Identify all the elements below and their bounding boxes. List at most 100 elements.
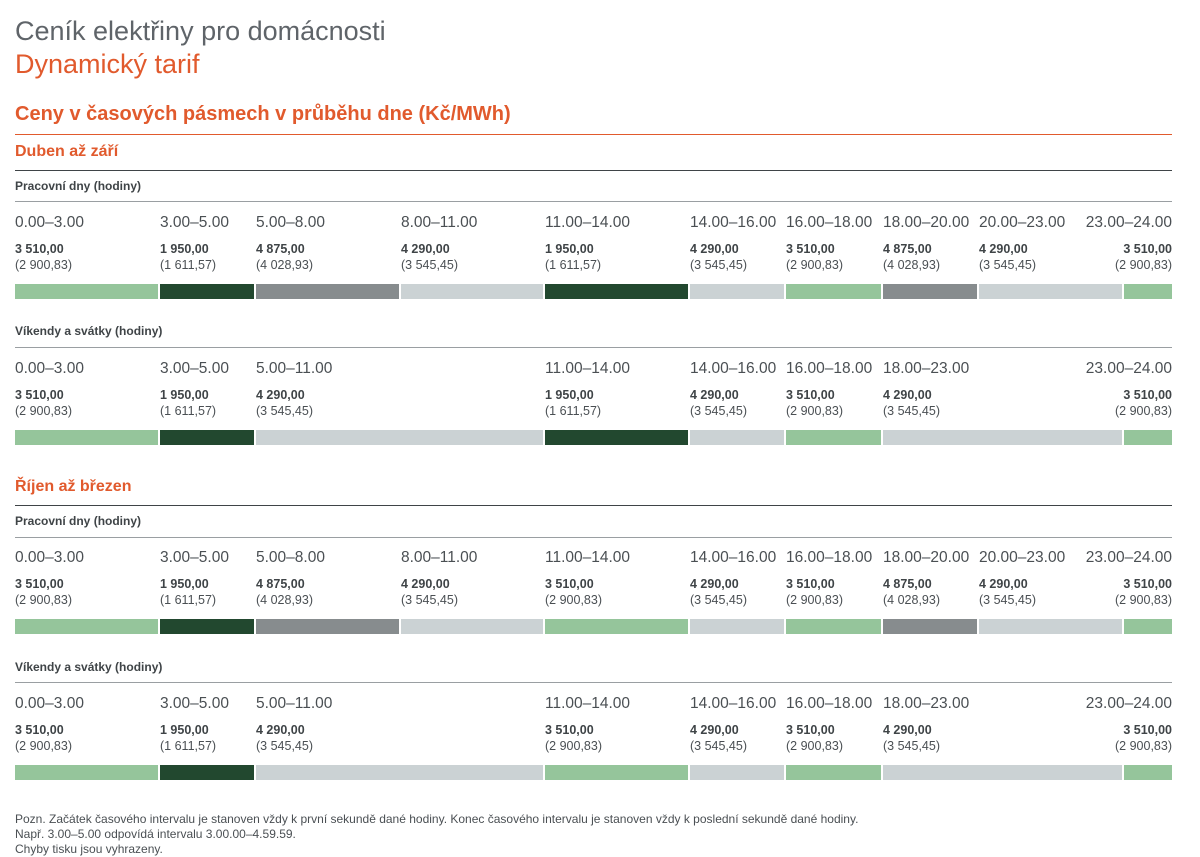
time-band-bar: [690, 619, 784, 634]
time-band-price-secondary: (3 545,45): [690, 739, 747, 753]
time-band-price-secondary: (3 545,45): [401, 593, 458, 607]
time-band: 8.00–11.00 4 290,00 (3 545,45): [401, 549, 545, 639]
daytype-label-winter-weekends: Víkendy a svátky (hodiny): [15, 660, 163, 674]
time-band-price: 4 875,00: [883, 242, 932, 256]
footnote: Pozn. Začátek časového intervalu je stan…: [15, 812, 858, 857]
time-band: 18.00–23.00 4 290,00 (3 545,45): [883, 695, 1124, 785]
time-band-bar: [401, 284, 543, 299]
time-band-price-secondary: (2 900,83): [786, 404, 843, 418]
price-bands-summer-workdays: 0.00–3.00 3 510,00 (2 900,83) 3.00–5.00 1 95…: [15, 214, 1172, 304]
time-band: 11.00–14.00 3 510,00 (2 900,83): [545, 695, 690, 785]
time-band-price-secondary: (2 900,83): [1115, 258, 1172, 272]
time-band-price: 1 950,00: [160, 577, 209, 591]
time-band-bar: [256, 619, 399, 634]
time-band-price-secondary: (3 545,45): [690, 258, 747, 272]
time-band-price-secondary: (2 900,83): [545, 593, 602, 607]
time-band-price: 1 950,00: [545, 388, 594, 402]
time-band: 3.00–5.00 1 950,00 (1 611,57): [160, 360, 256, 450]
footnote-line: Např. 3.00–5.00 odpovídá intervalu 3.00.…: [15, 827, 296, 841]
time-band-price: 4 875,00: [883, 577, 932, 591]
time-band-bar: [160, 430, 254, 445]
time-band: 14.00–16.00 4 290,00 (3 545,45): [690, 360, 786, 450]
time-band-range: 18.00–20.00: [883, 214, 970, 231]
time-band-bar: [1124, 284, 1172, 299]
time-band-range: 14.00–16.00: [690, 214, 777, 231]
time-band-bar: [256, 430, 543, 445]
time-band-range: 16.00–18.00: [786, 549, 873, 566]
time-band-price-secondary: (2 900,83): [786, 593, 843, 607]
time-band-price: 3 510,00: [545, 577, 594, 591]
time-band-bar: [1124, 765, 1172, 780]
time-band-price: 3 510,00: [15, 388, 64, 402]
time-band-price-secondary: (4 028,93): [883, 258, 940, 272]
time-band-price: 3 510,00: [1123, 723, 1172, 737]
daytype-divider: [15, 682, 1172, 683]
time-band: 18.00–23.00 4 290,00 (3 545,45): [883, 360, 1124, 450]
time-band-price-secondary: (3 545,45): [883, 404, 940, 418]
time-band-range: 23.00–24.00: [1085, 360, 1172, 377]
time-band-price-secondary: (1 611,57): [545, 404, 602, 418]
time-band-range: 20.00–23.00: [979, 549, 1066, 566]
time-band-bar: [545, 619, 688, 634]
season-title-summer: Duben až září: [15, 143, 119, 160]
time-band-price-secondary: (4 028,93): [256, 258, 313, 272]
time-band-range: 0.00–3.00: [15, 214, 84, 231]
time-band-price-secondary: (2 900,83): [1115, 404, 1172, 418]
time-band-price: 3 510,00: [15, 242, 64, 256]
time-band-range: 3.00–5.00: [160, 214, 229, 231]
time-band-bar: [256, 284, 399, 299]
time-band-bar: [160, 619, 254, 634]
time-band-bar: [786, 619, 881, 634]
time-band-range: 23.00–24.00: [1085, 214, 1172, 231]
time-band-price: 4 290,00: [401, 242, 450, 256]
time-band-range: 0.00–3.00: [15, 360, 84, 377]
time-band: 3.00–5.00 1 950,00 (1 611,57): [160, 695, 256, 785]
time-band-price: 3 510,00: [1123, 388, 1172, 402]
time-band-range: 23.00–24.00: [1085, 695, 1172, 712]
time-band: 20.00–23.00 4 290,00 (3 545,45): [979, 214, 1124, 304]
time-band-bar: [690, 430, 784, 445]
time-band: 20.00–23.00 4 290,00 (3 545,45): [979, 549, 1124, 639]
time-band: 16.00–18.00 3 510,00 (2 900,83): [786, 214, 883, 304]
time-band-range: 5.00–8.00: [256, 549, 325, 566]
time-band-price: 4 290,00: [256, 723, 305, 737]
time-band: 16.00–18.00 3 510,00 (2 900,83): [786, 360, 883, 450]
time-band: 23.00–24.00 3 510,00 (2 900,83): [1086, 695, 1172, 785]
time-band: 8.00–11.00 4 290,00 (3 545,45): [401, 214, 545, 304]
time-band-range: 23.00–24.00: [1085, 549, 1172, 566]
time-band-price: 4 290,00: [690, 577, 739, 591]
time-band-price: 3 510,00: [786, 723, 835, 737]
time-band-price: 4 290,00: [979, 242, 1028, 256]
time-band-price: 4 290,00: [883, 388, 932, 402]
time-band-range: 5.00–11.00: [256, 695, 333, 712]
time-band: 11.00–14.00 3 510,00 (2 900,83): [545, 549, 690, 639]
section-divider: [15, 134, 1172, 135]
time-band-price-secondary: (1 611,57): [160, 593, 217, 607]
time-band-price-secondary: (3 545,45): [979, 258, 1036, 272]
time-band: 0.00–3.00 3 510,00 (2 900,83): [15, 695, 160, 785]
season-title-winter: Říjen až březen: [15, 478, 132, 495]
time-band-range: 5.00–8.00: [256, 214, 325, 231]
time-band-price-secondary: (3 545,45): [401, 258, 458, 272]
footnote-line: Pozn. Začátek časového intervalu je stan…: [15, 812, 859, 826]
time-band: 5.00–8.00 4 875,00 (4 028,93): [256, 214, 401, 304]
time-band-price-secondary: (2 900,83): [545, 739, 602, 753]
time-band-price-secondary: (3 545,45): [883, 739, 940, 753]
time-band: 5.00–11.00 4 290,00 (3 545,45): [256, 695, 545, 785]
time-band-price-secondary: (3 545,45): [979, 593, 1036, 607]
time-band-price-secondary: (2 900,83): [1115, 593, 1172, 607]
time-band-price-secondary: (2 900,83): [15, 404, 72, 418]
time-band-price-secondary: (1 611,57): [160, 258, 217, 272]
time-band-price: 1 950,00: [545, 242, 594, 256]
footnote-line: Chyby tisku jsou vyhrazeny.: [15, 842, 163, 856]
time-band-price: 3 510,00: [545, 723, 594, 737]
daytype-divider: [15, 347, 1172, 348]
time-band: 18.00–20.00 4 875,00 (4 028,93): [883, 549, 979, 639]
time-band-bar: [786, 430, 881, 445]
time-band-range: 18.00–23.00: [883, 360, 970, 377]
time-band-bar: [883, 619, 977, 634]
time-band-price: 4 875,00: [256, 242, 305, 256]
price-bands-winter-workdays: 0.00–3.00 3 510,00 (2 900,83) 3.00–5.00 1 95…: [15, 549, 1172, 639]
time-band-bar: [786, 765, 881, 780]
time-band-bar: [883, 284, 977, 299]
